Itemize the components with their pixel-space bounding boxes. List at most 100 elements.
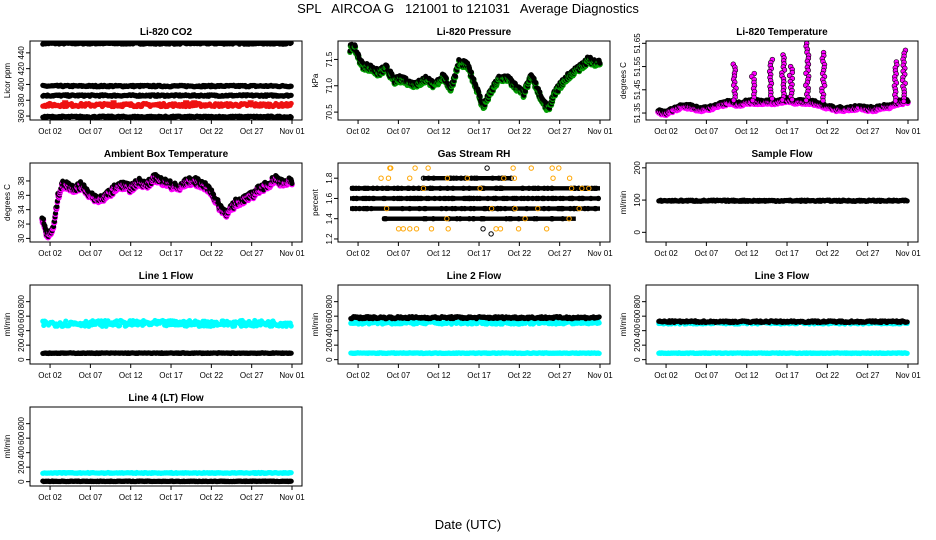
- x-tick-label: Oct 22: [200, 127, 224, 136]
- data-spike: [110, 100, 117, 105]
- data-point: [501, 175, 507, 181]
- data-point: [40, 216, 47, 222]
- plot-frame: [29, 162, 303, 243]
- data-point: [445, 226, 451, 232]
- y-tick-label: 30: [17, 233, 26, 242]
- data-band: [350, 186, 600, 191]
- data-point: [497, 226, 504, 232]
- chart-title: Li-820 Temperature: [736, 27, 828, 38]
- y-tick-label: 38: [17, 176, 26, 185]
- data-band: [350, 196, 600, 201]
- data-point: [488, 205, 495, 212]
- data-point: [892, 98, 899, 104]
- x-tick-label: Oct 17: [775, 127, 799, 136]
- data-spike: [247, 100, 254, 105]
- x-tick-label: Oct 12: [119, 127, 143, 136]
- data-point: [288, 114, 294, 120]
- y-tick-label: 51.35: [633, 102, 642, 123]
- data-point: [543, 226, 550, 232]
- data-point: [493, 226, 499, 232]
- x-tick-label: Oct 27: [240, 249, 264, 258]
- plot-data: [40, 41, 294, 120]
- x-tick-label: Oct 02: [346, 127, 370, 136]
- plot-frame: [337, 40, 611, 121]
- y-axis-label: Licor ppm: [3, 63, 12, 98]
- data-point: [464, 175, 471, 181]
- data-point: [425, 165, 431, 171]
- data-point: [413, 226, 420, 232]
- data-point: [820, 97, 826, 104]
- y-tick-label: 420: [17, 61, 26, 75]
- data-point: [378, 175, 384, 181]
- data-point: [288, 92, 294, 98]
- x-tick-label: Oct 12: [119, 249, 143, 258]
- data-point: [535, 205, 541, 212]
- series-baseline: [655, 94, 911, 119]
- x-tick-label: Oct 02: [654, 127, 678, 136]
- y-tick-label: 360: [17, 109, 26, 123]
- data-point: [289, 180, 295, 187]
- data-point: [288, 100, 294, 107]
- chart-title: Ambient Box Temperature: [104, 149, 229, 160]
- data-point: [288, 83, 294, 89]
- data-point: [901, 98, 907, 104]
- x-tick-label: Oct 17: [159, 127, 183, 136]
- data-point: [515, 226, 522, 232]
- y-tick-label: 51.55: [633, 56, 642, 77]
- data-point: [352, 43, 358, 49]
- x-tick-label: Oct 07: [387, 127, 411, 136]
- data-point: [477, 93, 483, 99]
- data-point: [803, 97, 809, 104]
- x-tick-label: Oct 27: [240, 127, 264, 136]
- series-rh-outliers: [480, 165, 494, 237]
- x-tick-label: Oct 22: [200, 249, 224, 258]
- x-tick-label: Oct 07: [695, 127, 719, 136]
- y-tick-label: 51.45: [633, 79, 642, 100]
- data-band: [382, 216, 576, 221]
- series-rh-1-5: [350, 205, 600, 212]
- series-rh-orange: [378, 165, 592, 232]
- series-box-temperature: [39, 171, 295, 241]
- data-point: [444, 216, 450, 222]
- y-tick-label: 34: [17, 205, 26, 214]
- data-point: [412, 165, 418, 171]
- chart-title: Li-820 Pressure: [437, 27, 512, 38]
- data-point: [512, 205, 518, 212]
- x-tick-label: Oct 07: [79, 249, 103, 258]
- x-tick-label: Oct 02: [38, 249, 62, 258]
- data-point: [537, 89, 543, 95]
- y-axis-label: percent: [311, 188, 320, 215]
- data-band: [422, 175, 512, 181]
- data-point: [407, 226, 413, 232]
- series-spikes: [730, 41, 909, 104]
- series-band-398: [40, 82, 294, 90]
- y-axis-label: kPa: [311, 73, 320, 87]
- series-band-373: [40, 100, 294, 110]
- x-tick-label: Oct 02: [38, 127, 62, 136]
- data-point: [550, 175, 556, 181]
- x-tick-label: Oct 27: [856, 127, 880, 136]
- data-point: [549, 165, 555, 171]
- data-point: [476, 89, 482, 95]
- x-tick-label: Oct 27: [548, 127, 572, 136]
- x-tick-label: Oct 12: [735, 127, 759, 136]
- plot-data: [349, 165, 602, 237]
- y-tick-label: 380: [17, 93, 26, 107]
- data-point: [579, 185, 585, 192]
- plot-data: [39, 171, 295, 241]
- data-point: [480, 226, 486, 232]
- x-tick-label: Nov 01: [895, 127, 921, 136]
- data-point: [385, 175, 392, 181]
- data-point: [528, 165, 534, 171]
- x-tick-label: Oct 22: [508, 127, 532, 136]
- page-title: SPL AIRCOA G 121001 to 121031 Average Di…: [297, 1, 639, 16]
- data-point: [566, 216, 572, 222]
- data-point: [769, 95, 775, 102]
- series-band-452: [40, 41, 294, 47]
- x-tick-label: Oct 22: [816, 127, 840, 136]
- data-point: [511, 175, 518, 181]
- series-rh-1-7: [349, 185, 600, 192]
